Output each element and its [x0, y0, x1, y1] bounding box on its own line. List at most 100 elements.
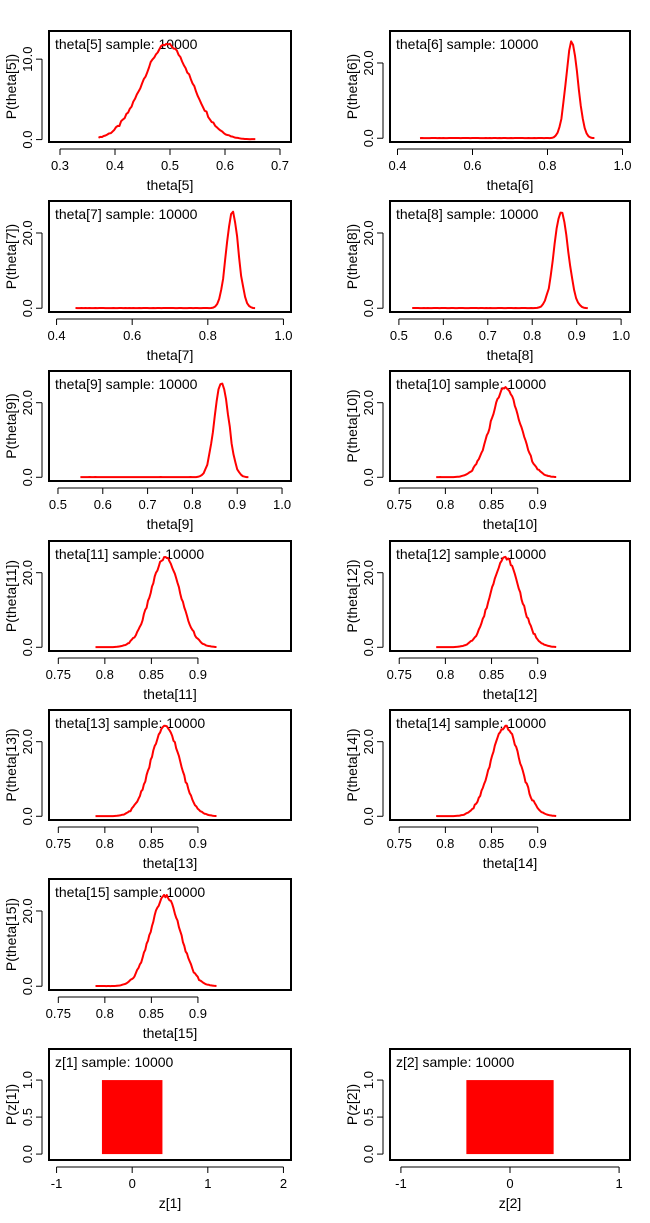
- y-tick-label: 0.5: [20, 1108, 35, 1126]
- x-tick-label: 0.6: [123, 328, 141, 343]
- x-tick-label: 0.75: [46, 667, 71, 682]
- chart-title: theta[6] sample: 10000: [396, 36, 539, 52]
- plot-frame: [389, 1048, 631, 1161]
- x-tick-label: 0.8: [96, 836, 114, 851]
- x-tick-label: 0.9: [189, 667, 207, 682]
- plot-frame: [48, 370, 292, 482]
- y-tick-label: 20.0: [20, 390, 35, 415]
- density-curve: [95, 724, 217, 818]
- y-axis-label: P(theta[10]): [344, 389, 360, 462]
- x-tick-label: 0.7: [271, 158, 289, 173]
- x-tick-label: -1: [395, 1176, 407, 1191]
- y-tick-label: 0.0: [361, 638, 376, 656]
- x-tick-label: 0.85: [139, 667, 164, 682]
- x-tick-label: 0: [129, 1176, 136, 1191]
- y-tick-label: 0.0: [361, 468, 376, 486]
- x-tick-label: 1: [204, 1176, 211, 1191]
- chart-panel: theta[10] sample: 10000 0.75 0.8 0.85 0.9 the…: [344, 370, 631, 532]
- y-tick-label: 0.0: [20, 807, 35, 825]
- x-tick-label: 0.4: [388, 158, 406, 173]
- x-tick-label: 0.75: [46, 1006, 71, 1021]
- x-tick-label: 0.9: [568, 328, 586, 343]
- chart-title: theta[14] sample: 10000: [396, 715, 546, 731]
- y-axis-label: P(theta[12]): [344, 559, 360, 632]
- y-tick-label: 0.0: [361, 807, 376, 825]
- x-axis-label: theta[10]: [483, 516, 538, 532]
- x-tick-label: 0.8: [436, 667, 454, 682]
- x-tick-label: 0.75: [387, 836, 412, 851]
- x-tick-label: 1.0: [273, 497, 291, 512]
- chart-panel: theta[11] sample: 10000 0.75 0.8 0.85 0.9 the…: [3, 540, 292, 702]
- x-axis-label: theta[14]: [483, 855, 538, 871]
- x-tick-label: 0: [506, 1176, 513, 1191]
- x-tick-label: 1: [615, 1176, 622, 1191]
- x-tick-label: 0.4: [106, 158, 124, 173]
- plot-frame: [48, 878, 292, 991]
- chart-title: theta[15] sample: 10000: [55, 884, 205, 900]
- density-curve: [412, 211, 588, 310]
- density-curve: [436, 386, 557, 479]
- y-tick-label: 20.0: [20, 729, 35, 754]
- chart-title: z[1] sample: 10000: [55, 1054, 174, 1070]
- y-tick-label: 20.0: [361, 729, 376, 754]
- y-tick-label: 0.0: [20, 299, 35, 317]
- chart-title: theta[13] sample: 10000: [55, 715, 205, 731]
- x-tick-label: -1: [51, 1176, 63, 1191]
- y-tick-label: 1.0: [361, 1071, 376, 1089]
- chart-title: theta[11] sample: 10000: [55, 546, 204, 562]
- x-tick-label: 0.9: [189, 1006, 207, 1021]
- density-curve: [95, 893, 217, 988]
- y-axis-label: P(theta[5]): [3, 54, 19, 119]
- y-axis-label: P(theta[6]): [344, 54, 360, 119]
- x-axis-label: z[2]: [499, 1195, 522, 1211]
- y-tick-label: 20.0: [20, 560, 35, 585]
- x-tick-label: 0.85: [139, 1006, 164, 1021]
- y-axis-label: P(theta[11]): [3, 560, 19, 632]
- x-tick-label: 0.6: [463, 158, 481, 173]
- plot-frame: [48, 540, 292, 652]
- plot-frame: [389, 30, 631, 143]
- y-tick-label: 0.0: [361, 1145, 376, 1163]
- y-tick-label: 0.5: [361, 1108, 376, 1126]
- x-tick-label: 0.8: [183, 497, 201, 512]
- x-tick-label: 0.85: [479, 667, 504, 682]
- x-tick-label: 0.6: [94, 497, 112, 512]
- y-tick-label: 1.0: [20, 1071, 35, 1089]
- plot-frame: [389, 709, 631, 821]
- x-tick-label: 0.5: [49, 497, 67, 512]
- x-axis-label: theta[12]: [483, 686, 538, 702]
- chart-panel: z[1] sample: 10000 -1 0 1 2 z[1] 0.0 0.5 1.0P(z[…: [3, 1048, 292, 1211]
- density-curve: [95, 556, 217, 649]
- chart-panel: theta[13] sample: 10000 0.75 0.8 0.85 0.9 the…: [3, 709, 292, 871]
- x-axis-label: theta[11]: [143, 686, 196, 702]
- x-tick-label: 0.75: [387, 667, 412, 682]
- y-tick-label: 0.0: [20, 638, 35, 656]
- x-tick-label: 2: [280, 1176, 287, 1191]
- y-axis-label: P(theta[15]): [3, 898, 19, 971]
- x-axis-label: theta[15]: [143, 1025, 198, 1041]
- x-tick-label: 0.6: [216, 158, 234, 173]
- y-axis-label: P(z[2]): [344, 1084, 360, 1125]
- x-tick-label: 1.0: [274, 328, 292, 343]
- x-tick-label: 0.6: [434, 328, 452, 343]
- chart-panel: theta[14] sample: 10000 0.75 0.8 0.85 0.9 the…: [344, 709, 631, 871]
- x-tick-label: 0.8: [96, 667, 114, 682]
- x-axis-label: theta[5]: [147, 177, 194, 193]
- density-curve: [75, 210, 256, 310]
- y-tick-label: 0.0: [20, 468, 35, 486]
- plot-frame: [48, 1048, 292, 1161]
- chart-panel: theta[15] sample: 10000 0.75 0.8 0.85 0.9 the…: [3, 878, 292, 1041]
- y-tick-label: 20.0: [20, 220, 35, 245]
- x-tick-label: 0.8: [199, 328, 217, 343]
- y-tick-label: 20.0: [20, 898, 35, 923]
- x-tick-label: 0.5: [390, 328, 408, 343]
- x-tick-label: 0.8: [436, 836, 454, 851]
- x-axis-label: theta[9]: [147, 516, 194, 532]
- chart-title: z[2] sample: 10000: [396, 1054, 515, 1070]
- x-tick-label: 0.8: [96, 1006, 114, 1021]
- plot-frame: [48, 200, 292, 313]
- x-tick-label: 0.7: [139, 497, 157, 512]
- plot-frame: [389, 200, 631, 313]
- chart-title: theta[10] sample: 10000: [396, 376, 546, 392]
